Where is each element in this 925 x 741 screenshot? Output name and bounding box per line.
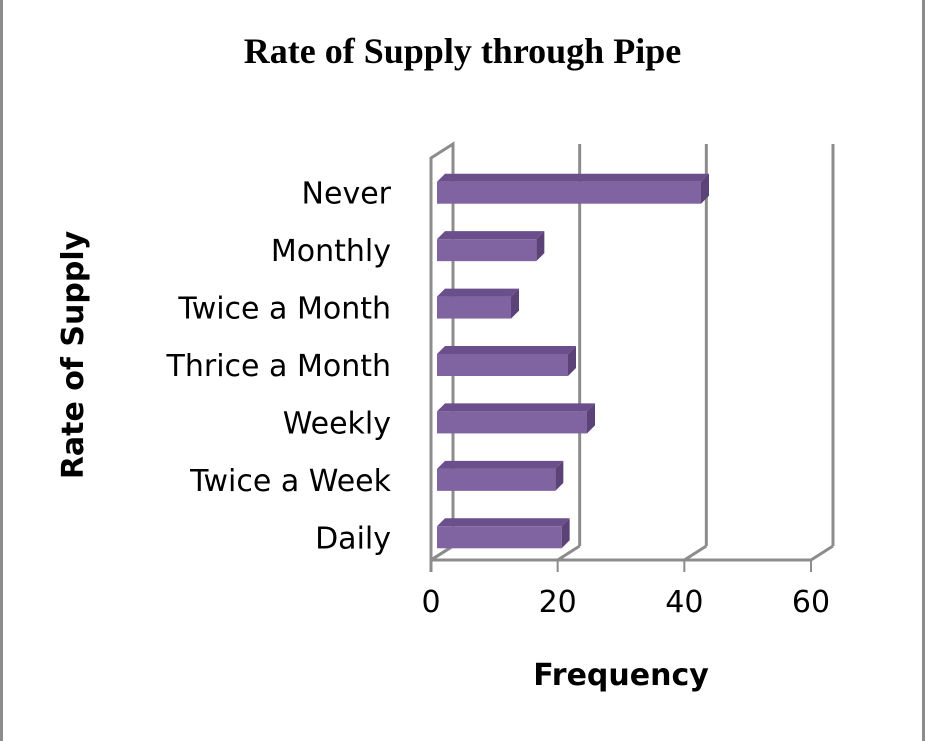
bar-top bbox=[437, 403, 595, 412]
bar-top bbox=[437, 346, 576, 354]
bar bbox=[437, 518, 570, 549]
bar-side bbox=[587, 403, 595, 434]
bar-face bbox=[437, 239, 537, 262]
floor-line bbox=[556, 544, 581, 562]
bar-top bbox=[437, 231, 545, 240]
bar-side bbox=[561, 518, 570, 549]
chart-title: Rate of Supply through Pipe bbox=[243, 31, 682, 71]
x-tick-label: 60 bbox=[792, 585, 830, 620]
bar-face bbox=[437, 526, 562, 549]
x-axis-label: Frequency bbox=[533, 658, 709, 693]
bar-side bbox=[701, 173, 709, 204]
floor-line bbox=[810, 544, 834, 562]
bar-side bbox=[568, 346, 576, 376]
bar bbox=[437, 403, 595, 434]
plot-area: Never Monthly Twice a Month Thrice a Month W… bbox=[166, 141, 835, 620]
y-axis-label: Rate of Supply bbox=[56, 230, 91, 480]
category-label: Twice a Month bbox=[177, 292, 391, 327]
bar-face bbox=[437, 411, 587, 434]
bar-side bbox=[536, 231, 545, 262]
bar bbox=[437, 460, 564, 491]
bar-face bbox=[437, 181, 701, 204]
bar bbox=[437, 173, 709, 204]
x-tick-label: 40 bbox=[665, 585, 703, 620]
category-label: Weekly bbox=[283, 406, 391, 441]
bar-face bbox=[437, 296, 511, 319]
category-label: Never bbox=[302, 177, 392, 212]
bar-top bbox=[437, 173, 709, 182]
x-tick-label: 20 bbox=[539, 585, 577, 620]
bar-top bbox=[437, 460, 564, 469]
bars bbox=[437, 173, 709, 549]
x-tick-label: 0 bbox=[421, 585, 440, 620]
bar-top bbox=[437, 288, 519, 297]
category-label: Thrice a Month bbox=[166, 349, 391, 384]
bar-side bbox=[511, 288, 519, 319]
category-labels: Never Monthly Twice a Month Thrice a Month W… bbox=[166, 177, 392, 557]
bar-side bbox=[555, 460, 564, 491]
bar bbox=[437, 288, 519, 319]
category-label: Monthly bbox=[271, 234, 391, 269]
category-label: Daily bbox=[315, 521, 391, 556]
bar-face bbox=[437, 354, 568, 376]
bar bbox=[437, 346, 576, 376]
bar bbox=[437, 231, 545, 262]
floor-line bbox=[683, 544, 708, 562]
bar-face bbox=[437, 468, 556, 491]
tick-labels: 0 20 40 60 bbox=[421, 585, 830, 620]
bar-top bbox=[437, 518, 570, 527]
gridlines bbox=[429, 141, 835, 572]
category-label: Twice a Week bbox=[189, 464, 391, 499]
